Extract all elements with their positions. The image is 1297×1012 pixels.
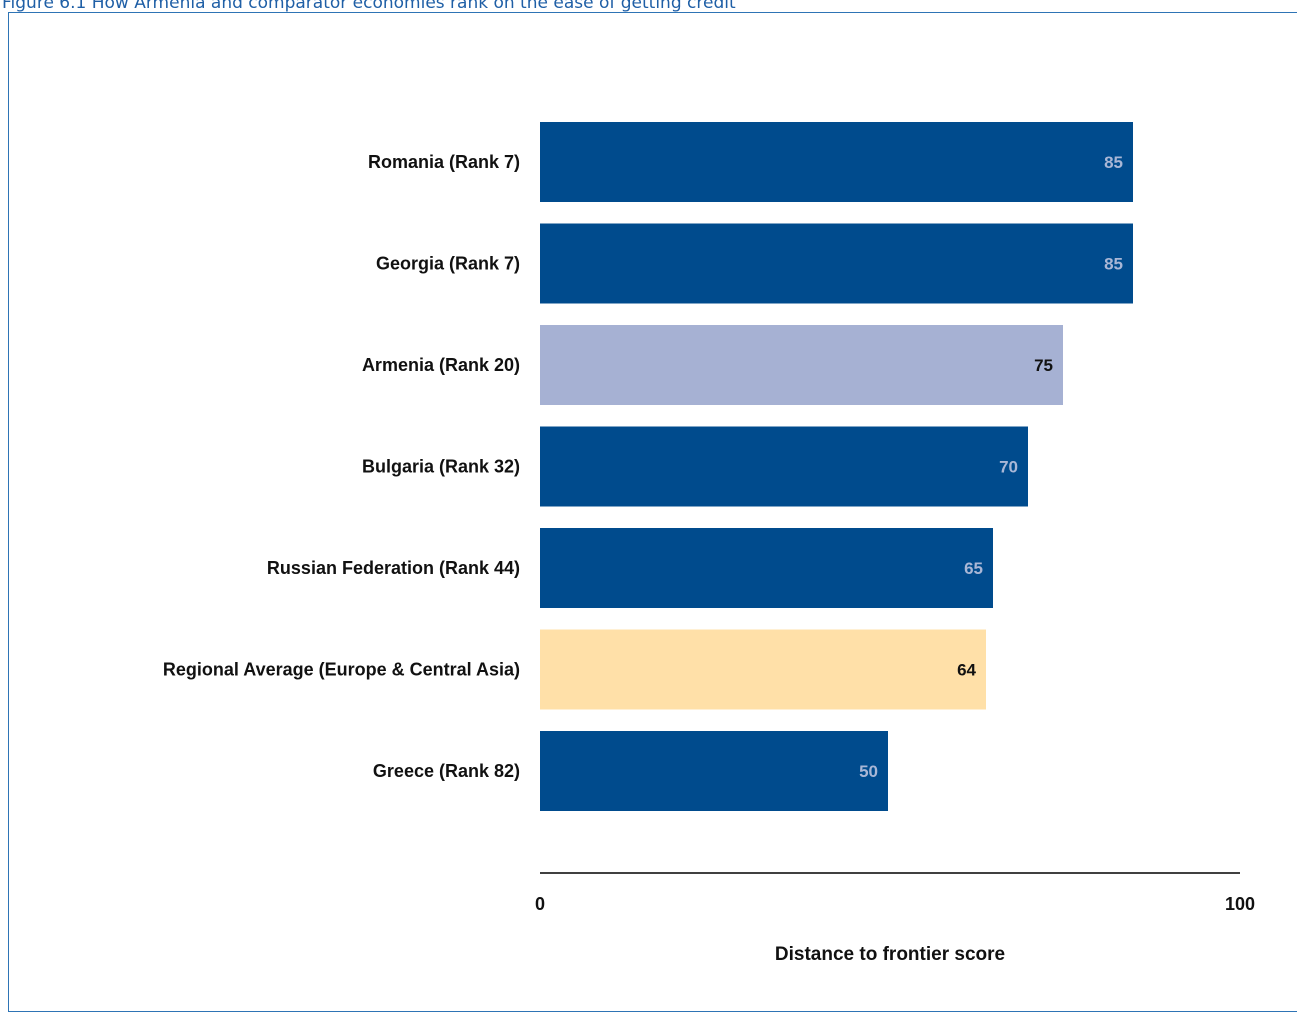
bars-group: [540, 122, 1133, 811]
category-label-5: Regional Average (Europe & Central Asia): [163, 660, 520, 680]
category-labels: Romania (Rank 7) Georgia (Rank 7) Armenia …: [163, 152, 520, 781]
value-label-1: 85: [1104, 255, 1123, 274]
bar-6: [540, 731, 888, 811]
category-label-4: Russian Federation (Rank 44): [267, 558, 520, 578]
bar-1: [540, 223, 1133, 304]
bar-2: [540, 325, 1063, 405]
category-label-2: Armenia (Rank 20): [362, 355, 520, 375]
bar-5: [540, 629, 986, 710]
x-tick-label-1: 100: [1225, 894, 1255, 914]
figure-caption: Figure 6.1 How Armenia and comparator ec…: [2, 0, 736, 13]
category-label-3: Bulgaria (Rank 32): [362, 457, 520, 477]
value-label-5: 64: [957, 661, 976, 680]
value-label-4: 65: [964, 559, 983, 578]
value-label-3: 70: [999, 458, 1018, 477]
value-label-0: 85: [1104, 153, 1123, 172]
value-label-6: 50: [859, 762, 878, 781]
category-label-6: Greece (Rank 82): [373, 761, 520, 781]
x-tick-labels: 0 100: [535, 894, 1255, 914]
bar-3: [540, 426, 1028, 507]
bar-0: [540, 122, 1133, 202]
category-label-0: Romania (Rank 7): [368, 152, 520, 172]
x-axis-title: Distance to frontier score: [775, 944, 1005, 965]
value-labels: 85 85 75 70 65 64 50: [859, 153, 1123, 781]
bar-4: [540, 528, 993, 608]
x-tick-label-0: 0: [535, 894, 545, 914]
value-label-2: 75: [1034, 356, 1053, 375]
category-label-1: Georgia (Rank 7): [376, 254, 520, 274]
